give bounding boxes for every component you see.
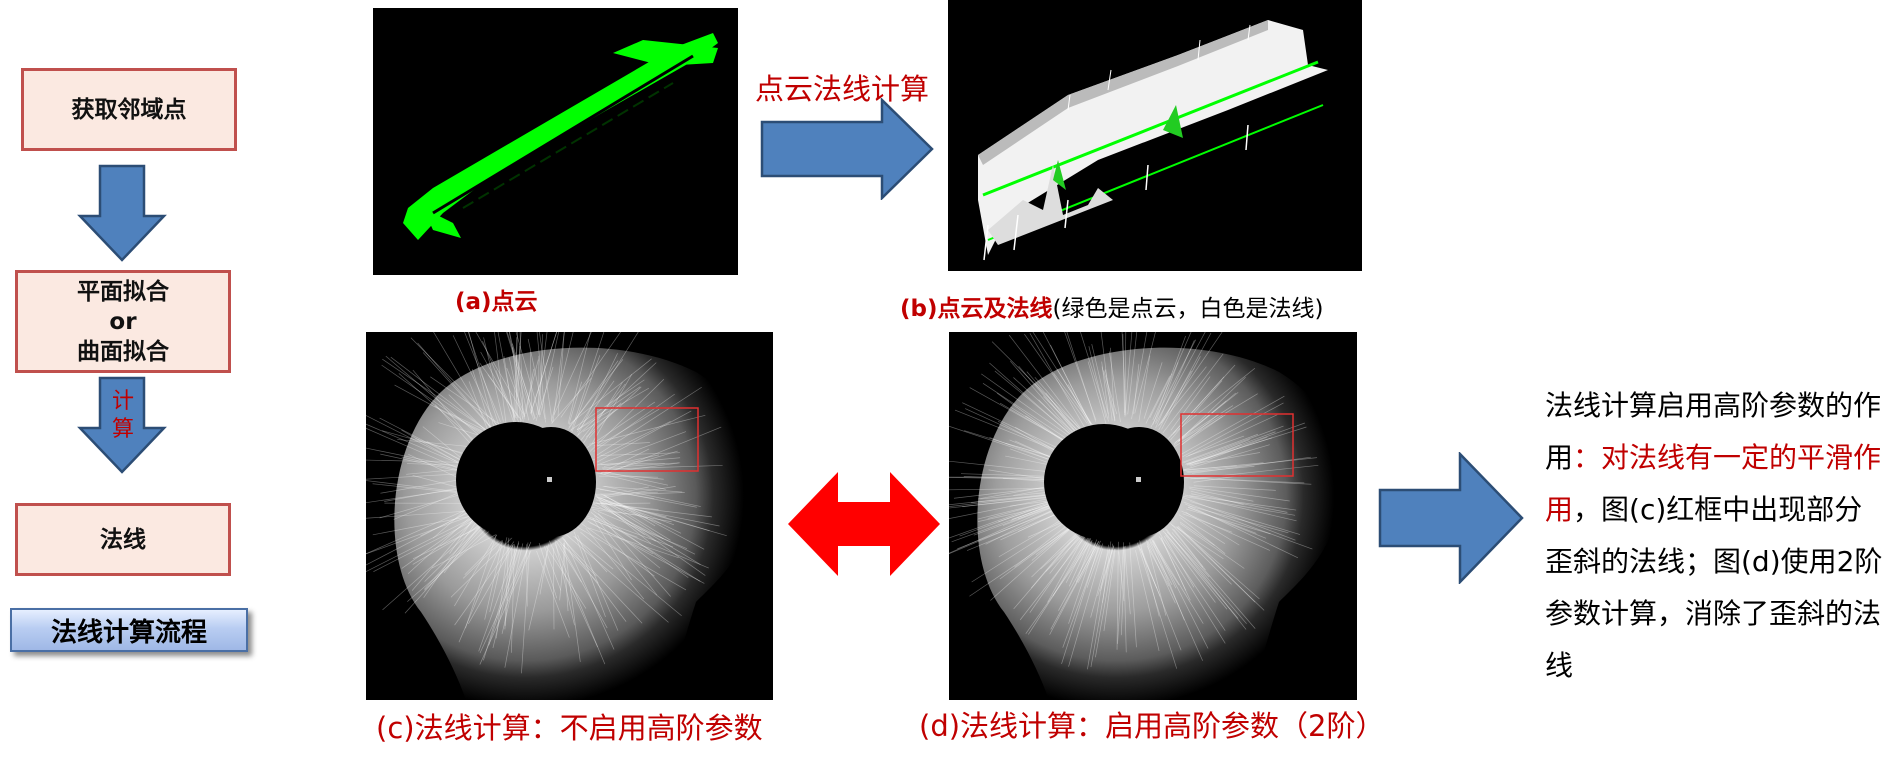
down-arrow-icon	[77, 376, 167, 474]
caption-d: (d)法线计算：启用高阶参数（2阶）	[919, 709, 1385, 743]
caption-a: (a)点云	[455, 289, 538, 315]
down-arrow-icon	[77, 164, 167, 262]
flow-step-label: 获取邻域点	[71, 96, 187, 123]
normals-no-high-order-image	[366, 332, 773, 700]
calculate-label: 计算	[111, 389, 134, 442]
right-arrow-icon	[1378, 452, 1524, 584]
caption-b-normal: (绿色是点云，白色是法线)	[1052, 296, 1324, 322]
note-part-1: 法线计算启用高阶参数的作用	[1545, 389, 1882, 474]
note-part-3: ，图(c)红框中出现部分歪斜的法线；图(d)使用2阶参数计算，消除了歪斜的法线	[1545, 493, 1883, 682]
caption-b: (b)点云及法线(绿色是点云，白色是法线)	[900, 289, 1323, 323]
normals-high-order-image	[949, 332, 1357, 700]
note-part-2-highlight: ：对法线有一定的平滑作用	[1545, 441, 1882, 526]
point-cloud-image	[373, 8, 738, 275]
point-cloud-normals-image	[948, 0, 1362, 271]
flow-step-normal: 法线	[15, 503, 231, 576]
flow-step-label: 法线	[100, 526, 146, 553]
right-arrow-icon	[760, 98, 934, 200]
flow-step-fitting: 平面拟合 or 曲面拟合	[15, 270, 231, 373]
caption-b-bold: (b)点云及法线	[900, 296, 1053, 322]
double-headed-arrow-icon	[788, 472, 940, 576]
flow-step-get-neighbors: 获取邻域点	[21, 68, 237, 151]
flow-step-label: 平面拟合	[77, 278, 169, 305]
flow-step-label: 曲面拟合	[77, 338, 169, 365]
normal-rays	[949, 332, 1319, 670]
caption-c: (c)法线计算：不启用高阶参数	[376, 711, 763, 745]
flow-step-label: or	[109, 308, 137, 335]
normal-calc-arrow-label: 点云法线计算	[755, 72, 930, 106]
flowchart-title: 法线计算流程	[10, 608, 248, 652]
note-text: 法线计算启用高阶参数的作用：对法线有一定的平滑作用，图(c)红框中出现部分歪斜的…	[1545, 380, 1890, 692]
